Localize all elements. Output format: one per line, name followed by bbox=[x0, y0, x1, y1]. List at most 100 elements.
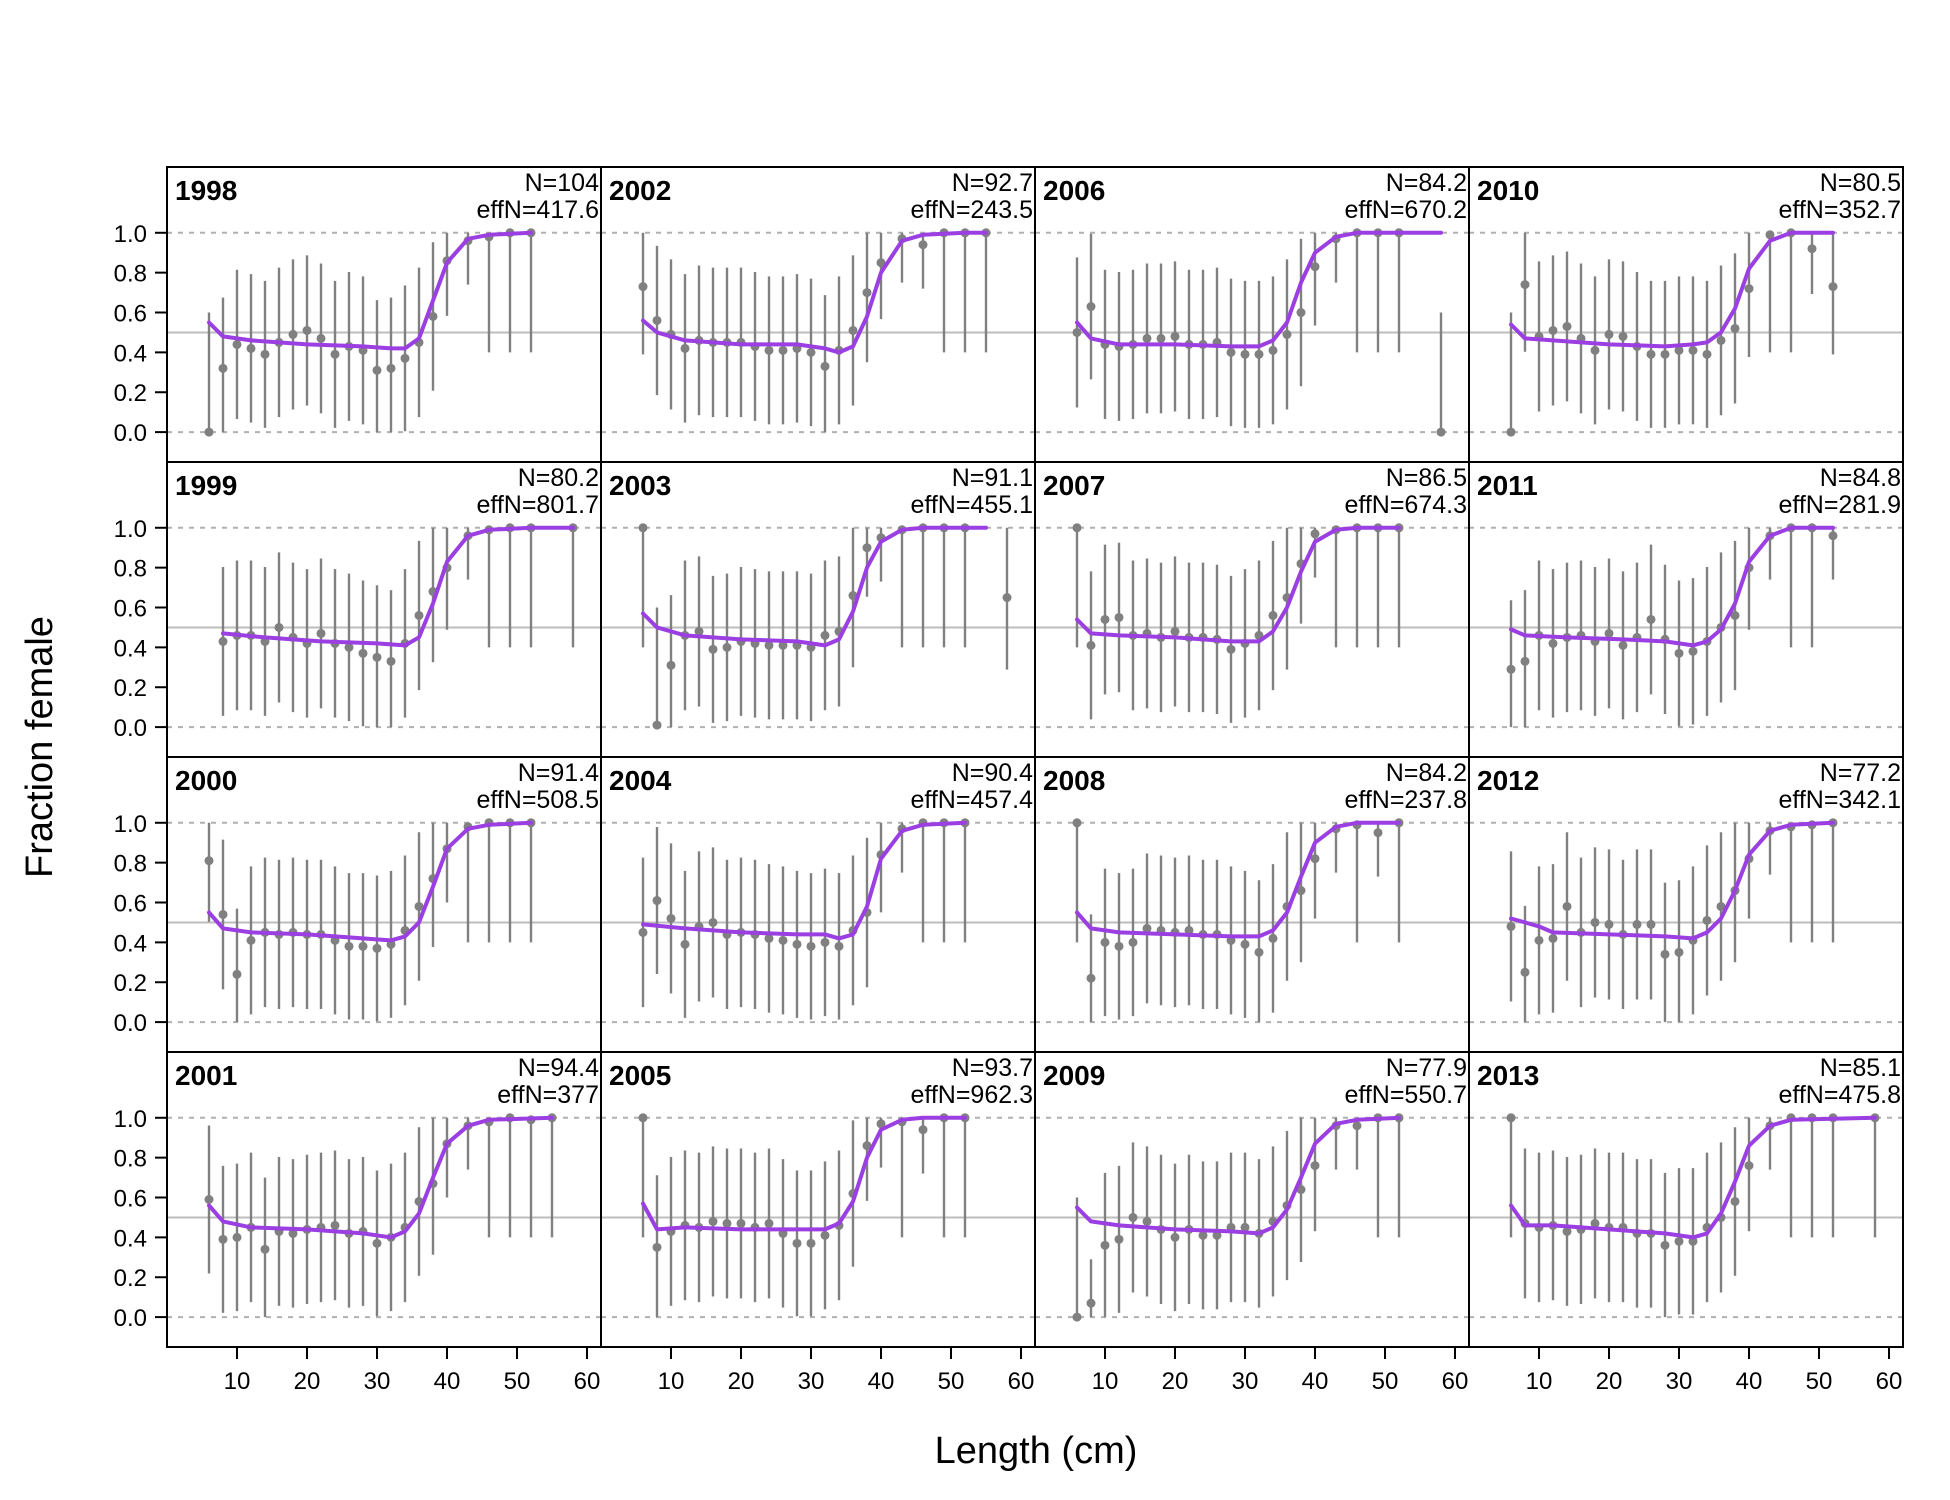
data-point bbox=[1254, 349, 1264, 359]
panel-n-label: N=77.9 bbox=[1386, 1054, 1467, 1082]
data-point bbox=[400, 353, 410, 363]
fit-line bbox=[1509, 1115, 1877, 1240]
data-point bbox=[274, 622, 284, 632]
fit-line bbox=[1509, 820, 1835, 941]
data-point bbox=[1226, 644, 1236, 654]
data-point bbox=[806, 347, 816, 357]
data-point bbox=[722, 1218, 732, 1228]
data-point bbox=[372, 365, 382, 375]
fit-line bbox=[1509, 230, 1835, 349]
data-point bbox=[330, 1220, 340, 1230]
data-point bbox=[876, 1119, 886, 1129]
data-point bbox=[778, 345, 788, 355]
x-tick-label: 20 bbox=[1162, 1368, 1189, 1395]
data-point bbox=[694, 626, 704, 636]
data-point bbox=[1240, 939, 1250, 949]
data-point bbox=[1296, 308, 1306, 318]
fit-line bbox=[207, 1115, 554, 1240]
data-point bbox=[1660, 349, 1670, 359]
x-tick-label: 60 bbox=[1876, 1368, 1903, 1395]
data-point bbox=[1520, 656, 1530, 666]
fit-line bbox=[641, 525, 988, 648]
data-point bbox=[1520, 280, 1530, 290]
data-point bbox=[918, 240, 928, 250]
data-point bbox=[1352, 1121, 1362, 1131]
panel-year-label: 1999 bbox=[175, 470, 237, 501]
x-tick-label: 20 bbox=[294, 1368, 321, 1395]
data-point bbox=[1310, 1161, 1320, 1171]
y-tick-label: 0.0 bbox=[114, 1305, 147, 1332]
data-point bbox=[764, 640, 774, 650]
data-point bbox=[666, 660, 676, 670]
data-point bbox=[260, 1244, 270, 1254]
data-point bbox=[1688, 646, 1698, 656]
x-tick-label: 10 bbox=[1526, 1368, 1553, 1395]
data-point bbox=[1702, 349, 1712, 359]
panel-effn-label: effN=550.7 bbox=[1344, 1081, 1467, 1109]
data-point bbox=[218, 1234, 228, 1244]
panel-effn-label: effN=377 bbox=[497, 1081, 599, 1109]
fit-line bbox=[1075, 1115, 1401, 1236]
panel-n-label: N=104 bbox=[525, 169, 599, 197]
data-point bbox=[806, 941, 816, 951]
fit-line bbox=[207, 820, 533, 943]
data-point bbox=[1086, 973, 1096, 983]
data-point bbox=[1632, 919, 1642, 929]
x-tick-label: 30 bbox=[1666, 1368, 1693, 1395]
panel-year-label: 2003 bbox=[609, 470, 671, 501]
fit-line bbox=[1509, 525, 1835, 648]
x-tick-label: 30 bbox=[1232, 1368, 1259, 1395]
data-point bbox=[428, 311, 438, 321]
data-point bbox=[1660, 1240, 1670, 1250]
fit-line bbox=[641, 1115, 967, 1232]
data-point bbox=[414, 901, 424, 911]
data-point bbox=[1688, 345, 1698, 355]
data-point bbox=[1646, 614, 1656, 624]
y-tick-label: 0.0 bbox=[114, 715, 147, 742]
data-point bbox=[1142, 333, 1152, 343]
data-point bbox=[1646, 919, 1656, 929]
panel-n-label: N=84.8 bbox=[1820, 464, 1901, 492]
data-point bbox=[1170, 1232, 1180, 1242]
panel-year-label: 2008 bbox=[1043, 765, 1105, 796]
data-point bbox=[1254, 947, 1264, 957]
y-tick-label: 1.0 bbox=[114, 221, 147, 248]
axes-layer: 0.0 0.2 0.4 0.6 0.8 1.0 0.0 0.2 0.4 0.6 0.8 1.0 0.0 0… bbox=[114, 221, 1903, 1395]
data-point bbox=[1240, 1222, 1250, 1232]
data-point bbox=[1198, 1230, 1208, 1240]
x-tick-label: 40 bbox=[1736, 1368, 1763, 1395]
y-tick-label: 0.6 bbox=[114, 891, 147, 918]
data-point bbox=[848, 325, 858, 335]
data-point bbox=[1716, 335, 1726, 345]
data-point bbox=[1310, 854, 1320, 864]
data-point bbox=[1807, 244, 1817, 254]
data-point bbox=[792, 1238, 802, 1248]
y-tick-label: 1.0 bbox=[114, 516, 147, 543]
data-point bbox=[1170, 331, 1180, 341]
x-tick-label: 30 bbox=[798, 1368, 825, 1395]
panel-effn-label: effN=281.9 bbox=[1778, 491, 1901, 519]
data-point bbox=[1128, 937, 1138, 947]
data-point bbox=[260, 349, 270, 359]
panel-n-label: N=94.4 bbox=[518, 1054, 599, 1082]
panel-n-label: N=86.5 bbox=[1386, 464, 1467, 492]
panel-year-label: 2007 bbox=[1043, 470, 1105, 501]
data-point bbox=[1226, 347, 1236, 357]
y-tick-label: 0.8 bbox=[114, 851, 147, 878]
data-point bbox=[1156, 333, 1166, 343]
x-tick-label: 10 bbox=[658, 1368, 685, 1395]
data-point bbox=[372, 943, 382, 953]
data-point bbox=[1674, 345, 1684, 355]
data-point bbox=[1702, 915, 1712, 925]
data-point bbox=[1590, 917, 1600, 927]
data-point bbox=[708, 644, 718, 654]
data-point bbox=[1548, 933, 1558, 943]
y-tick-label: 0.2 bbox=[114, 1265, 147, 1292]
data-point bbox=[1114, 612, 1124, 622]
